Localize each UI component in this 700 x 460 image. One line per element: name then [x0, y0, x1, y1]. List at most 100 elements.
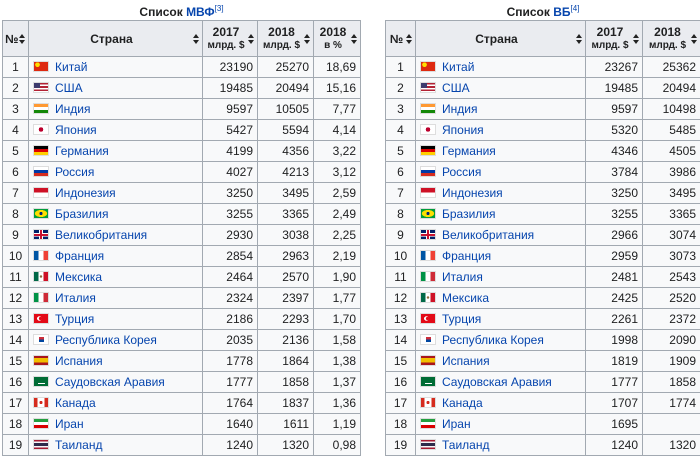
column-header[interactable]: 2018 млрд. $ [642, 20, 700, 57]
data-row: 5 Германия 4199 4356 3,22 [2, 140, 361, 162]
country-link[interactable]: США [55, 81, 83, 95]
country-link[interactable]: Иран [55, 417, 84, 431]
country-link[interactable]: Индонезия [442, 186, 503, 200]
rank-cell: 3 [2, 98, 29, 120]
country-link[interactable]: Саудовская Аравия [442, 375, 552, 389]
header-row: № Страна 2017 млрд. $2018 млрд. $ [385, 20, 700, 57]
column-header[interactable]: 2018 в % [313, 20, 361, 57]
country-cell: Япония [415, 119, 586, 141]
value-cell: 5320 [585, 119, 643, 141]
country-link[interactable]: Бразилия [442, 207, 496, 221]
country-link[interactable]: Германия [442, 144, 496, 158]
data-row: 7 Индонезия 3250 3495 [385, 182, 700, 204]
rank-cell: 12 [2, 287, 29, 309]
value-cell: 3784 [585, 161, 643, 183]
rank-cell: 9 [385, 224, 416, 246]
data-row: 17 Канада 1764 1837 1,36 [2, 392, 361, 414]
country-link[interactable]: Индия [442, 102, 478, 116]
country-link[interactable]: Турция [442, 312, 482, 326]
rank-cell: 10 [2, 245, 29, 267]
country-link[interactable]: Канада [442, 396, 483, 410]
sort-icon [406, 34, 412, 38]
country-link[interactable]: Италия [442, 270, 483, 284]
country-link[interactable]: Великобритания [442, 228, 535, 242]
data-row: 15 Испания 1778 1864 1,38 [2, 350, 361, 372]
data-row: 1 Китай 23267 25362 [385, 56, 700, 78]
country-cell: Германия [415, 140, 586, 162]
country-link[interactable]: Индия [55, 102, 91, 116]
rank-cell: 17 [2, 392, 29, 414]
country-link[interactable]: Китай [55, 60, 88, 74]
country-link[interactable]: Италия [55, 291, 96, 305]
country-link[interactable]: Япония [55, 123, 97, 137]
country-link[interactable]: Китай [442, 60, 475, 74]
value-cell: 1240 [585, 434, 643, 456]
value-cell: 2570 [257, 266, 314, 288]
country-link[interactable]: Канада [55, 396, 96, 410]
country-link[interactable]: Турция [55, 312, 95, 326]
data-row: 10 Франция 2959 3073 [385, 245, 700, 267]
country-link[interactable]: Индонезия [55, 186, 116, 200]
country-link[interactable]: Иран [442, 417, 471, 431]
sort-icon [576, 40, 582, 44]
data-row: 9 Великобритания 2930 3038 2,25 [2, 224, 361, 246]
country-link[interactable]: Мексика [442, 291, 490, 305]
country-link[interactable]: Франция [442, 249, 492, 263]
country-link[interactable]: Испания [442, 354, 490, 368]
country-link[interactable]: Таиланд [442, 438, 490, 452]
caption-ref[interactable]: [4] [570, 4, 580, 13]
value-cell: 1774 [642, 392, 700, 414]
rank-cell: 19 [385, 434, 416, 456]
column-header[interactable]: 2018 млрд. $ [257, 20, 314, 57]
value-cell: 1,77 [313, 287, 361, 309]
column-header[interactable]: № [2, 20, 29, 57]
flag-icon [420, 82, 436, 93]
column-header[interactable]: Страна [415, 20, 586, 57]
value-cell: 4,14 [313, 119, 361, 141]
value-cell: 1777 [585, 371, 643, 393]
country-link[interactable]: Россия [55, 165, 95, 179]
column-header[interactable]: Страна [28, 20, 203, 57]
value-cell: 1778 [202, 350, 258, 372]
country-link[interactable]: Бразилия [55, 207, 109, 221]
rank-cell: 19 [2, 434, 29, 456]
country-link[interactable]: Великобритания [55, 228, 148, 242]
data-row: 8 Бразилия 3255 3365 [385, 203, 700, 225]
sort-icon [633, 34, 639, 38]
column-header[interactable]: 2017 млрд. $ [202, 20, 258, 57]
caption-link[interactable]: ВБ [553, 5, 571, 19]
data-row: 11 Италия 2481 2543 [385, 266, 700, 288]
caption-ref[interactable]: [3] [214, 4, 224, 13]
column-label: Страна [90, 31, 133, 46]
value-cell: 2136 [257, 329, 314, 351]
country-link[interactable]: Япония [442, 123, 484, 137]
country-link[interactable]: Республика Корея [55, 333, 157, 347]
flag-icon [33, 355, 49, 366]
country-link[interactable]: США [442, 81, 470, 95]
column-label: № [5, 31, 19, 46]
country-link[interactable]: Германия [55, 144, 109, 158]
column-header[interactable]: 2017 млрд. $ [585, 20, 643, 57]
country-link[interactable]: Франция [55, 249, 105, 263]
flag-icon [420, 439, 436, 450]
country-link[interactable]: Россия [442, 165, 482, 179]
value-cell: 1837 [257, 392, 314, 414]
country-link[interactable]: Республика Корея [442, 333, 544, 347]
value-cell: 5485 [642, 119, 700, 141]
column-header[interactable]: № [385, 20, 416, 57]
caption-text: Список [506, 5, 550, 19]
value-cell: 1858 [642, 371, 700, 393]
value-cell: 2520 [642, 287, 700, 309]
value-cell: 20494 [642, 77, 700, 99]
country-link[interactable]: Саудовская Аравия [55, 375, 165, 389]
country-cell: Великобритания [415, 224, 586, 246]
caption-link[interactable]: МВФ [186, 5, 215, 19]
value-cell: 2293 [257, 308, 314, 330]
country-link[interactable]: Мексика [55, 270, 103, 284]
country-cell: Великобритания [28, 224, 203, 246]
country-link[interactable]: Таиланд [55, 438, 103, 452]
data-row: 3 Индия 9597 10505 7,77 [2, 98, 361, 120]
country-link[interactable]: Испания [55, 354, 103, 368]
data-row: 4 Япония 5320 5485 [385, 119, 700, 141]
value-cell: 1320 [257, 434, 314, 456]
